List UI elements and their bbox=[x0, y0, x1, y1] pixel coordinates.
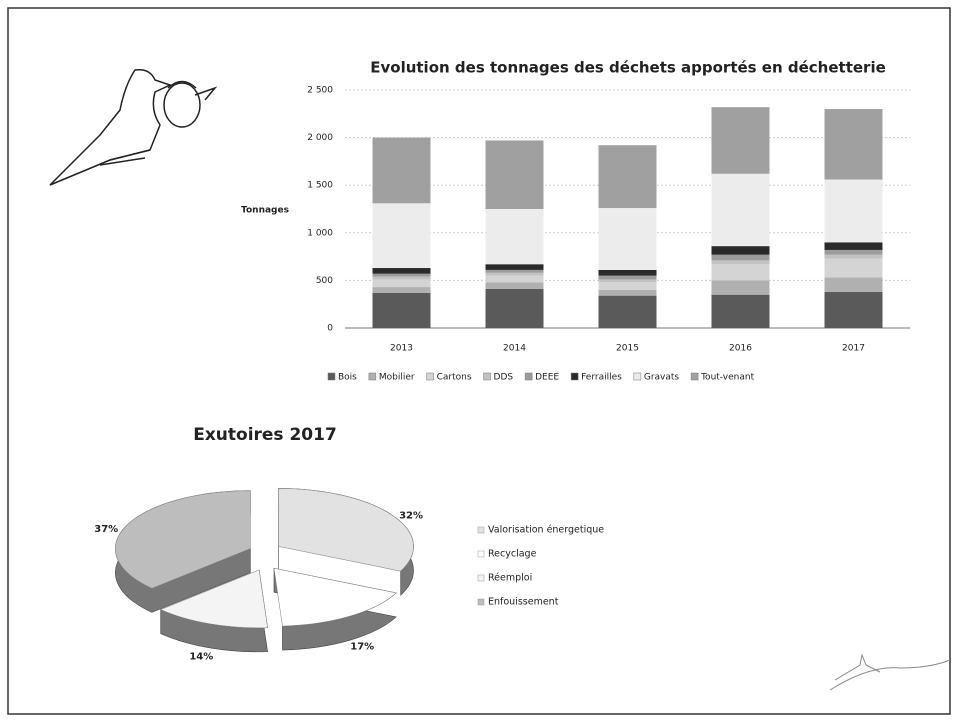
bar-segment bbox=[711, 246, 770, 255]
legend-label: Tout-venant bbox=[700, 373, 755, 383]
bar-segment bbox=[372, 276, 431, 280]
bar-segment bbox=[485, 269, 544, 273]
legend-label: Gravats bbox=[644, 373, 680, 383]
bar-segment bbox=[372, 203, 431, 269]
legend-label: DEEE bbox=[535, 373, 559, 383]
bar-segment bbox=[598, 282, 657, 290]
bar-segment bbox=[485, 275, 544, 283]
y-tick-label: 1 500 bbox=[307, 181, 333, 191]
pie-slice bbox=[115, 490, 251, 589]
bar-chart-title: Evolution des tonnages des déchets appor… bbox=[370, 59, 886, 77]
y-axis-label: Tonnages bbox=[241, 206, 289, 216]
bar-segment bbox=[485, 140, 544, 209]
bird-drawing bbox=[49, 68, 218, 186]
pie-slice bbox=[278, 488, 414, 572]
bar-segment bbox=[711, 173, 770, 247]
legend-swatch bbox=[426, 372, 434, 381]
bar-segment bbox=[598, 145, 657, 209]
bar-segment bbox=[372, 273, 431, 277]
y-tick-label: 2 000 bbox=[307, 133, 333, 143]
bar-segment bbox=[485, 209, 544, 265]
legend-swatch bbox=[477, 598, 485, 606]
legend-swatch bbox=[633, 372, 642, 381]
data-label: 14% bbox=[189, 651, 213, 662]
y-tick-label: 0 bbox=[327, 324, 333, 334]
bar-segment bbox=[824, 258, 883, 278]
bar-segment bbox=[485, 264, 544, 270]
legend-swatch bbox=[477, 550, 485, 558]
bar-segment bbox=[485, 272, 544, 276]
x-tick-label: 2016 bbox=[729, 344, 752, 354]
bar-segment bbox=[824, 109, 883, 180]
legend-label: DDS bbox=[494, 373, 514, 383]
data-label: 17% bbox=[350, 641, 374, 652]
legend-label: Enfouissement bbox=[488, 597, 559, 608]
x-tick-label: 2017 bbox=[842, 344, 865, 354]
frame bbox=[7, 7, 951, 715]
legend-swatch bbox=[368, 372, 377, 381]
bar-segment bbox=[711, 264, 770, 281]
bar-segment bbox=[598, 279, 657, 283]
y-tick-label: 500 bbox=[316, 276, 333, 286]
bar-segment bbox=[598, 275, 657, 280]
bar-segment bbox=[372, 137, 431, 204]
x-tick-label: 2015 bbox=[616, 344, 639, 354]
bar-segment bbox=[711, 294, 770, 328]
y-tick-label: 2 500 bbox=[307, 86, 333, 96]
legend-swatch bbox=[483, 372, 491, 381]
data-label: 32% bbox=[399, 511, 423, 522]
bar-segment bbox=[372, 268, 431, 274]
x-tick-label: 2013 bbox=[390, 344, 413, 354]
x-tick-label: 2014 bbox=[503, 344, 526, 354]
bar-segment bbox=[372, 292, 431, 328]
legend-label: Mobilier bbox=[379, 373, 415, 383]
bar-segment bbox=[824, 179, 883, 243]
bar-segment bbox=[711, 280, 770, 295]
bar-segment bbox=[711, 260, 770, 265]
legend-swatch bbox=[477, 526, 485, 534]
legend-swatch bbox=[690, 372, 699, 381]
bar-segment bbox=[598, 295, 657, 328]
legend-label: Réemploi bbox=[488, 573, 532, 584]
bar-segment bbox=[824, 242, 883, 250]
logo bbox=[829, 653, 951, 691]
bar-segment bbox=[711, 107, 770, 174]
legend-label: Ferrailles bbox=[581, 373, 622, 383]
bar-segment bbox=[372, 279, 431, 288]
bar-segment bbox=[824, 277, 883, 292]
legend-swatch bbox=[327, 372, 336, 381]
bar-segment bbox=[485, 282, 544, 289]
pie-slice bbox=[273, 567, 397, 627]
bar-segment bbox=[485, 288, 544, 328]
bar-segment bbox=[372, 287, 431, 293]
legend-label: Recyclage bbox=[488, 549, 537, 560]
data-label: 37% bbox=[94, 524, 118, 535]
y-tick-label: 1 000 bbox=[307, 228, 333, 238]
legend-label: Valorisation énergetique bbox=[488, 525, 604, 536]
legend-swatch bbox=[524, 372, 533, 381]
bar-segment bbox=[711, 254, 770, 261]
bar-segment bbox=[598, 269, 657, 276]
pie-slice bbox=[159, 569, 268, 629]
bar-segment bbox=[824, 249, 883, 255]
bar-segment bbox=[824, 291, 883, 328]
legend-label: Cartons bbox=[437, 373, 472, 383]
bar-segment bbox=[598, 208, 657, 270]
bar-segment bbox=[598, 289, 657, 296]
legend-label: Bois bbox=[338, 373, 357, 383]
legend-swatch bbox=[570, 372, 579, 381]
legend-swatch bbox=[477, 574, 485, 582]
bar-segment bbox=[824, 254, 883, 259]
pie-chart-title: Exutoires 2017 bbox=[193, 425, 337, 445]
